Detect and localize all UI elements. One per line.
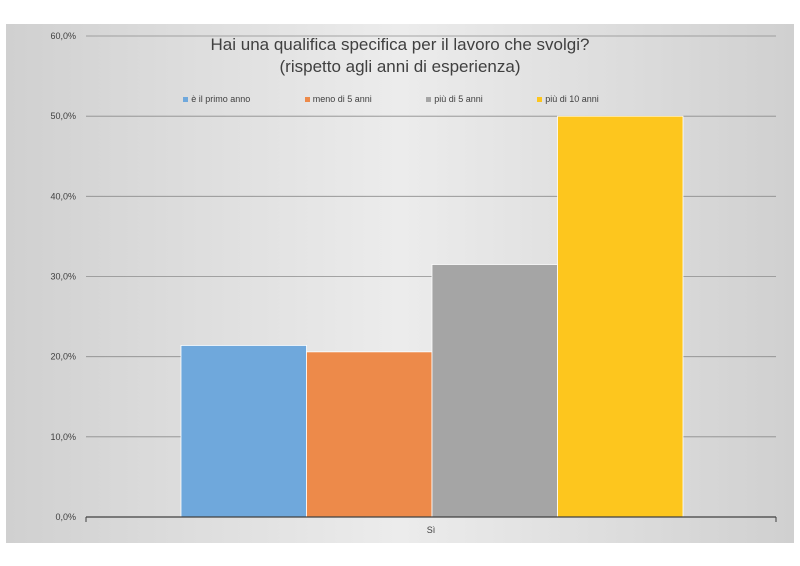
legend-label: è il primo anno xyxy=(191,94,251,104)
axes: 0,0% 10,0% 20,0% 30,0% 40,0% 50,0% 60,0% Sì xyxy=(50,31,777,535)
chart-title-line-2: (rispetto agli anni di esperienza) xyxy=(279,57,521,76)
chart-title-line-1: Hai una qualifica specifica per il lavor… xyxy=(210,35,590,54)
bar xyxy=(557,115,684,518)
legend-item: più di 5 anni xyxy=(426,94,483,104)
chart-plot: 0,0% 10,0% 20,0% 30,0% 40,0% 50,0% 60,0% Sì xyxy=(50,31,777,535)
legend-swatch xyxy=(183,96,189,102)
bars xyxy=(180,115,684,518)
y-tick-label: 30,0% xyxy=(50,272,76,282)
legend-swatch xyxy=(537,96,543,102)
legend-item: più di 10 anni xyxy=(537,94,599,104)
legend-item: meno di 5 anni xyxy=(304,94,372,104)
legend: è il primo anno meno di 5 anni più di 5 … xyxy=(156,90,626,108)
y-tick-label: 20,0% xyxy=(50,352,76,362)
legend-label: meno di 5 anni xyxy=(312,94,372,104)
y-tick-label: 40,0% xyxy=(50,191,76,201)
legend-swatch xyxy=(426,96,432,102)
bar xyxy=(180,345,307,518)
legend-swatch xyxy=(304,96,310,102)
bar xyxy=(431,264,558,518)
y-tick-label: 10,0% xyxy=(50,432,76,442)
legend-label: più di 10 anni xyxy=(545,94,599,104)
y-tick-label: 0,0% xyxy=(55,512,76,522)
chart-area: 0,0% 10,0% 20,0% 30,0% 40,0% 50,0% 60,0% Sì Hai… xyxy=(6,24,794,543)
y-tick-label: 50,0% xyxy=(50,111,76,121)
bar xyxy=(306,351,433,518)
legend-item: è il primo anno xyxy=(183,94,250,104)
legend-label: più di 5 anni xyxy=(434,94,483,104)
x-tick-label: Sì xyxy=(427,525,436,535)
chart-title: Hai una qualifica specifica per il lavor… xyxy=(6,34,794,78)
y-tick-label: 60,0% xyxy=(50,31,76,41)
